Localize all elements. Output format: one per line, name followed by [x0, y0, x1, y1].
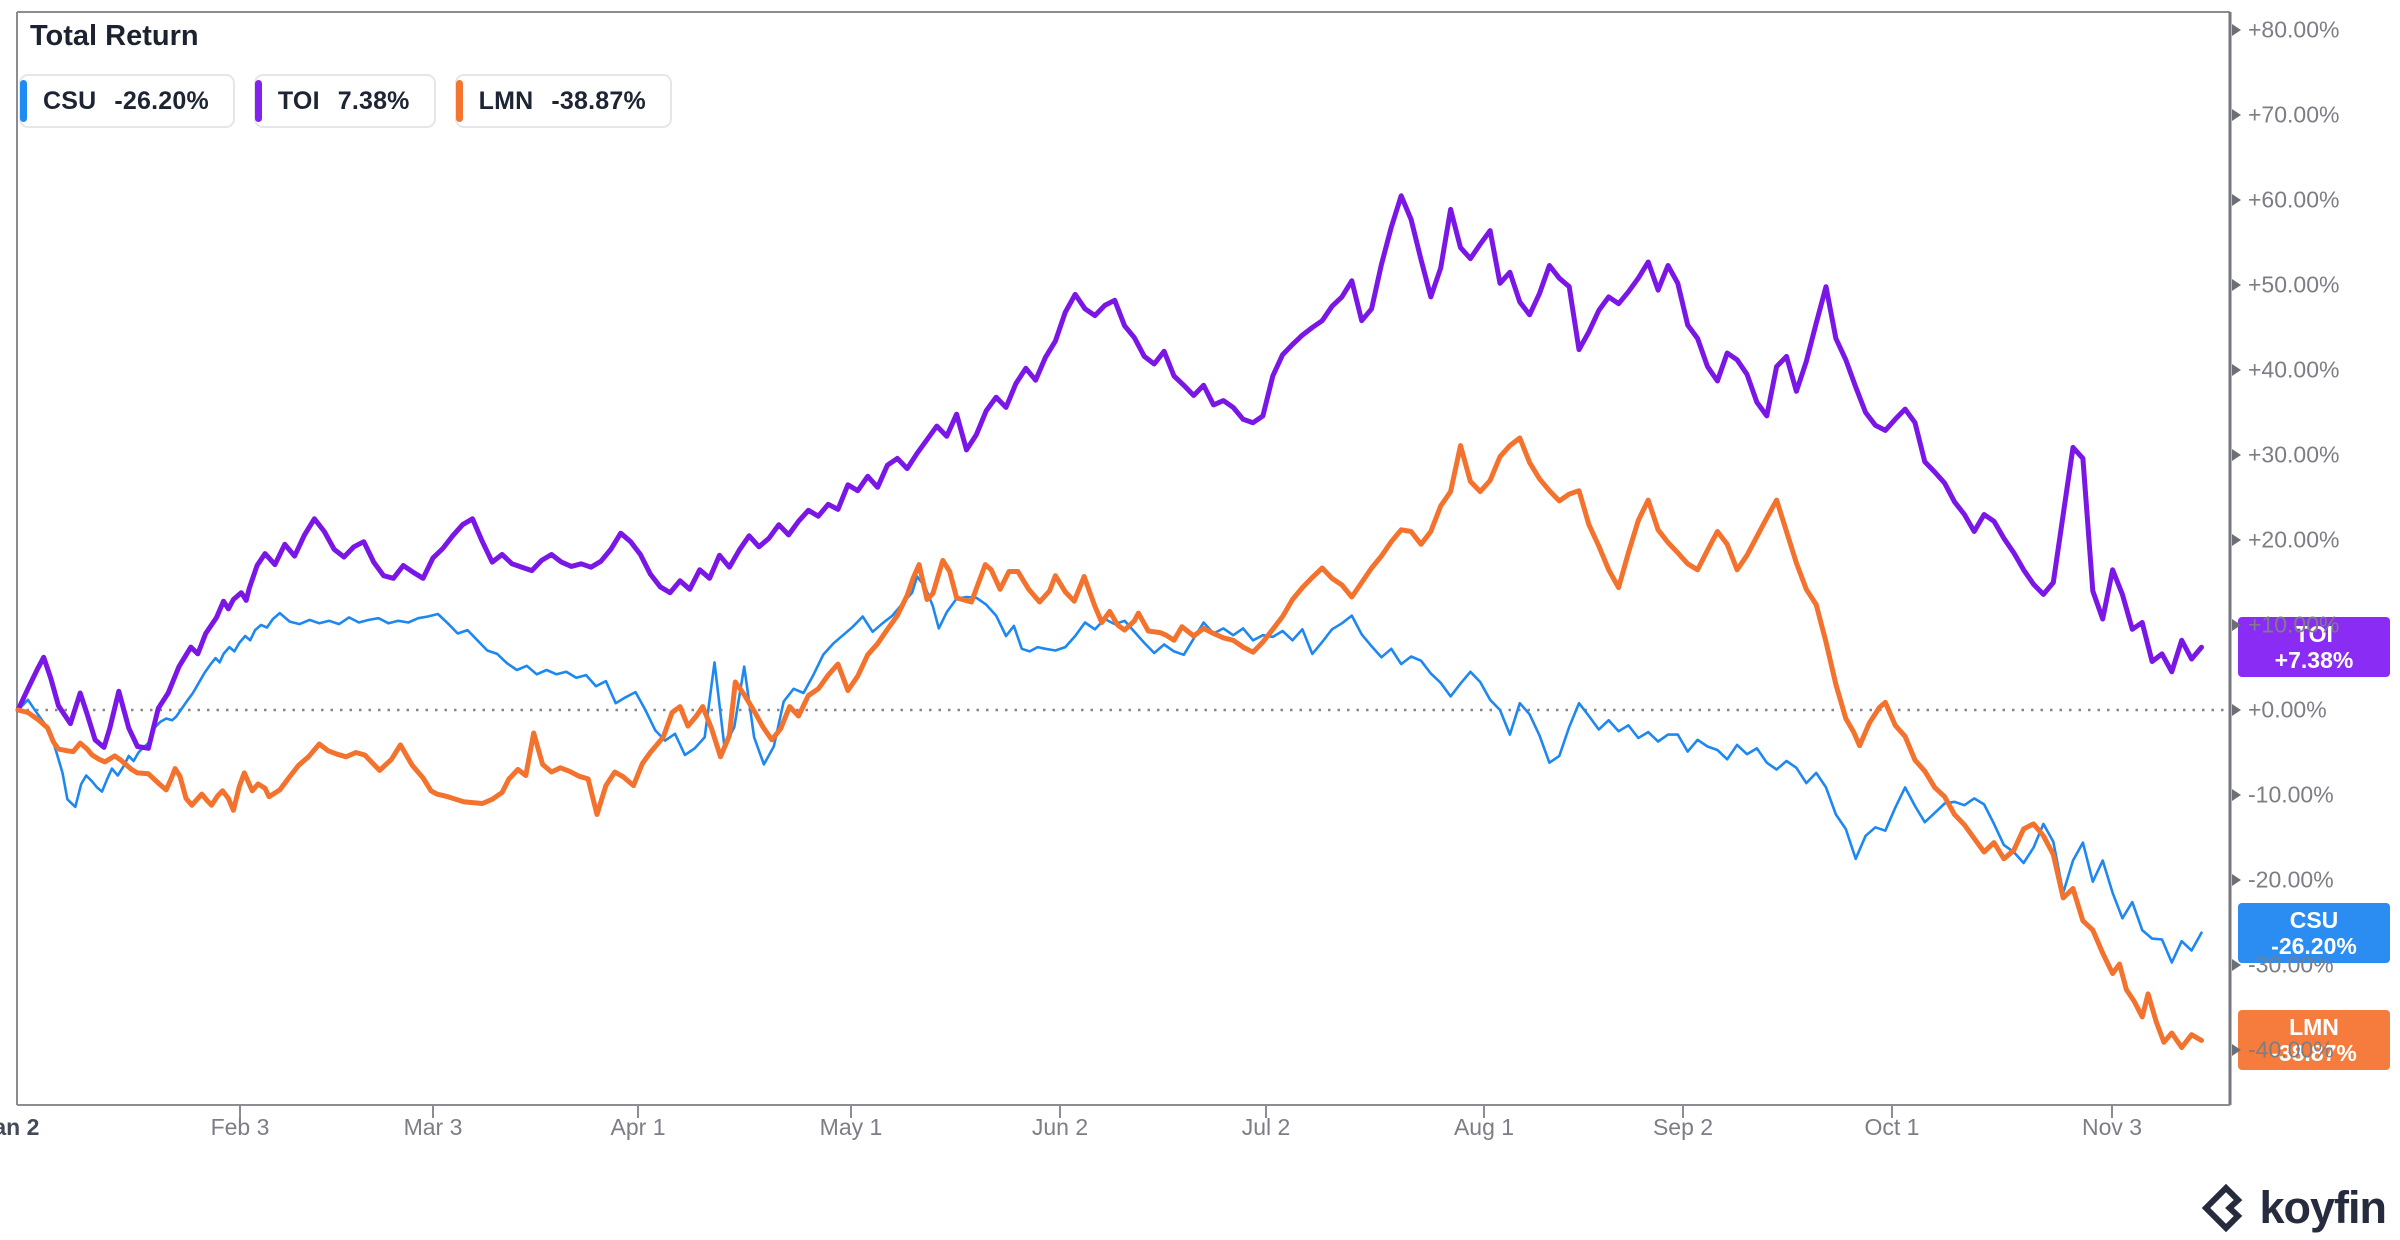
legend-color-bar-csu: [20, 80, 27, 122]
x-axis-label: Feb 3: [210, 1114, 270, 1140]
series-line-csu: [16, 575, 2203, 964]
legend-item-csu[interactable]: CSU -26.20%: [19, 74, 235, 128]
y-axis-tick-arrow: [2232, 619, 2241, 631]
y-axis-tick-arrow: [2232, 534, 2241, 546]
koyfin-logo-icon: [2202, 1184, 2243, 1232]
y-axis-tick-arrow: [2232, 789, 2241, 801]
y-axis-tick-arrow: [2232, 959, 2241, 971]
legend-color-bar-lmn: [455, 80, 463, 122]
y-axis-tick-arrow: [2232, 1044, 2241, 1056]
y-axis-tick-arrow: [2232, 874, 2241, 886]
y-axis-label: -20.00%: [2248, 866, 2334, 893]
y-axis-label: +80.00%: [2248, 16, 2340, 43]
y-axis-tick-arrow: [2232, 279, 2241, 291]
x-axis-label: Nov 3: [2081, 1114, 2143, 1140]
price-label-lmn: LMN -38.87%: [2238, 1010, 2390, 1071]
price-label-ticker: TOI: [2295, 621, 2333, 648]
y-axis-tick-arrow: [2232, 704, 2241, 716]
series-line-lmn: [15, 435, 2204, 1050]
x-axis-label: Jan 2: [0, 1114, 40, 1140]
legend-value: -26.20%: [114, 86, 209, 115]
koyfin-watermark: koyfin: [2200, 1182, 2387, 1234]
legend-color-bar-toi: [254, 80, 262, 122]
y-axis-tick-arrow: [2232, 24, 2241, 36]
koyfin-logo-text: koyfin: [2259, 1182, 2387, 1233]
series-line-toi: [15, 193, 2204, 751]
y-axis-label: +50.00%: [2248, 271, 2340, 298]
x-axis-label: Mar 3: [403, 1114, 463, 1140]
y-axis-label: +60.00%: [2248, 186, 2340, 213]
y-axis-label: +10.00%: [2248, 611, 2340, 638]
legend: CSU -26.20% TOI 7.38% LMN -38.87%: [19, 74, 672, 128]
y-axis-tick-arrow: [2232, 364, 2241, 376]
price-label-csu: CSU -26.20%: [2238, 902, 2390, 963]
y-axis-label: -40.00%: [2248, 1036, 2334, 1063]
y-axis-label: -30.00%: [2248, 951, 2334, 978]
y-axis-tick-arrow: [2232, 194, 2241, 206]
legend-value: 7.38%: [337, 86, 410, 115]
chart-title: Total Return: [30, 20, 199, 52]
price-label-ticker: LMN: [2289, 1014, 2339, 1041]
y-axis-label: +70.00%: [2248, 101, 2340, 128]
y-axis-label: +20.00%: [2248, 526, 2340, 553]
price-label-ticker: CSU: [2289, 906, 2339, 933]
x-axis-label: Sep 2: [1652, 1114, 1714, 1140]
legend-item-toi[interactable]: TOI 7.38%: [253, 74, 436, 128]
price-label-toi: TOI +7.38%: [2238, 617, 2390, 678]
price-label-value: -26.20%: [2271, 932, 2357, 959]
x-axis-label: Oct 1: [1864, 1114, 1920, 1140]
legend-ticker: TOI: [277, 86, 320, 115]
price-label-value: -38.87%: [2271, 1040, 2357, 1067]
x-axis-label: Jul 2: [1241, 1114, 1291, 1140]
x-axis-label: Aug 1: [1453, 1114, 1515, 1140]
legend-ticker: LMN: [478, 86, 534, 115]
y-axis-label: +40.00%: [2248, 356, 2340, 383]
y-axis-label: +0.00%: [2248, 696, 2327, 723]
y-axis-tick-arrow: [2232, 109, 2241, 121]
legend-value: -38.87%: [551, 86, 646, 115]
price-label-value: +7.38%: [2274, 647, 2354, 674]
legend-item-lmn[interactable]: LMN -38.87%: [454, 74, 672, 128]
legend-ticker: CSU: [43, 86, 97, 115]
y-axis-label: -10.00%: [2248, 781, 2334, 808]
y-axis-label: +30.00%: [2248, 441, 2340, 468]
x-axis-label: Apr 1: [610, 1114, 666, 1140]
y-axis-tick-arrow: [2232, 449, 2241, 461]
x-axis-label: May 1: [819, 1114, 883, 1140]
x-axis-label: Jun 2: [1031, 1114, 1089, 1140]
